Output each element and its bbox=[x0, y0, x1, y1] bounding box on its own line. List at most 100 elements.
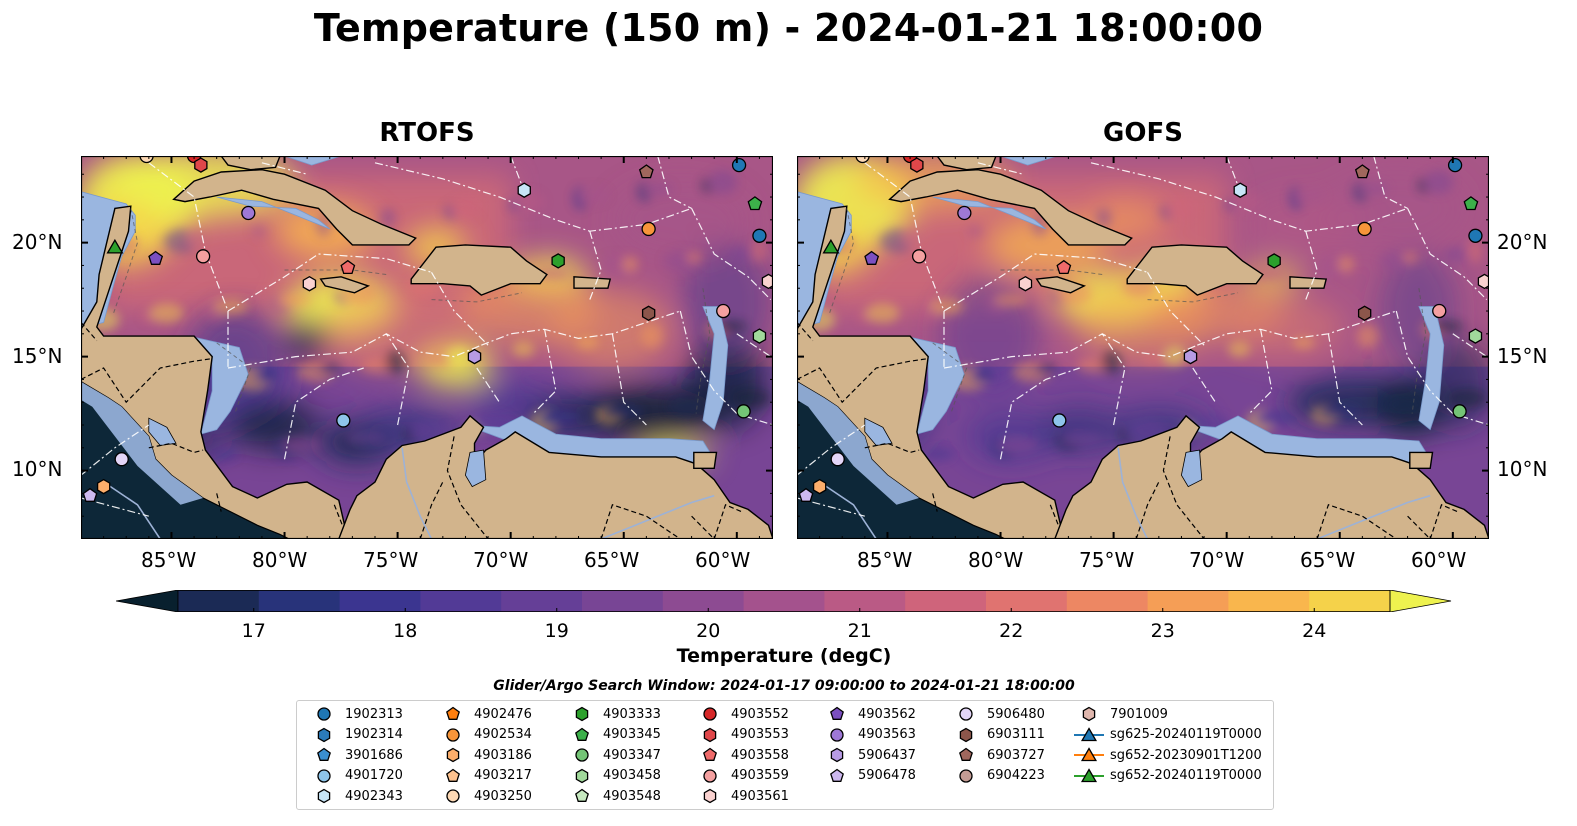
colorbar-segment bbox=[1147, 590, 1229, 612]
float-marker-4903250[interactable] bbox=[855, 156, 870, 164]
figure-title: Temperature (150 m) - 2024-01-21 18:00:0… bbox=[313, 6, 1264, 50]
float-marker-4903553[interactable] bbox=[194, 157, 208, 173]
legend-label: 4903217 bbox=[474, 768, 532, 783]
float-marker-4903559[interactable] bbox=[195, 249, 211, 264]
float-marker-5906480[interactable] bbox=[830, 452, 845, 467]
lat-tick-label: 20°N bbox=[12, 230, 63, 254]
float-marker-4902343[interactable] bbox=[517, 182, 531, 198]
lon-tick-label: 75°W bbox=[363, 548, 419, 572]
float-marker-sg652-20240119T0000[interactable] bbox=[106, 238, 124, 254]
legend-entry: 5906478 bbox=[822, 766, 916, 786]
float-marker-1902313[interactable] bbox=[731, 157, 747, 173]
legend-label: 4903558 bbox=[731, 747, 789, 763]
legend-entry: 4903347 bbox=[567, 745, 661, 765]
legend-marker-icon bbox=[703, 768, 717, 783]
float-marker-4903345[interactable] bbox=[747, 196, 763, 211]
lon-tick-label: 85°W bbox=[141, 548, 197, 572]
float-marker-4901720[interactable] bbox=[336, 413, 351, 428]
colorbar-segment bbox=[339, 590, 421, 612]
map-panel-gofs[interactable] bbox=[797, 156, 1489, 539]
legend-label: 4903250 bbox=[474, 788, 532, 804]
lon-tick-label: 80°W bbox=[968, 548, 1024, 572]
land-hispaniola bbox=[410, 244, 548, 296]
legend-label: 4903347 bbox=[603, 747, 661, 763]
float-marker-4903558[interactable] bbox=[1056, 259, 1072, 275]
legend-entry: 4903558 bbox=[695, 745, 789, 765]
float-marker-4902534[interactable] bbox=[1357, 221, 1372, 237]
colorbar-segment bbox=[420, 590, 502, 612]
legend-entry: 6903111 bbox=[951, 725, 1045, 745]
lat-tick-label: 10°N bbox=[1497, 457, 1548, 481]
float-marker-4903561[interactable] bbox=[1477, 273, 1489, 290]
float-marker-4903250[interactable] bbox=[139, 156, 154, 164]
land-jamaica bbox=[319, 276, 371, 294]
legend-marker-icon bbox=[959, 747, 973, 761]
land-puertoRico bbox=[573, 276, 612, 289]
legend-label: 1902314 bbox=[345, 727, 403, 742]
float-marker-1902313[interactable] bbox=[1468, 228, 1483, 243]
float-marker-5906478[interactable] bbox=[82, 487, 98, 502]
legend-label: 4903562 bbox=[858, 706, 916, 722]
float-marker-4903559[interactable] bbox=[1432, 303, 1447, 319]
legend-label: sg652-20230901T1200 bbox=[1110, 747, 1262, 763]
legend-label: 4902534 bbox=[474, 727, 532, 742]
legend-marker-icon bbox=[575, 788, 589, 802]
float-marker-5906437[interactable] bbox=[467, 348, 482, 365]
float-marker-4902343[interactable] bbox=[1233, 182, 1247, 198]
float-marker-sg652-20240119T0000[interactable] bbox=[822, 238, 840, 254]
float-marker-1902313[interactable] bbox=[752, 228, 767, 243]
panel-title-rtofs: RTOFS bbox=[379, 118, 475, 148]
legend-label: 4903561 bbox=[731, 788, 789, 804]
legend-label: 6903727 bbox=[987, 747, 1045, 763]
legend-marker-icon bbox=[575, 727, 589, 741]
float-marker-4903559[interactable] bbox=[911, 249, 927, 264]
float-marker-4903563[interactable] bbox=[957, 205, 972, 221]
float-marker-4903561[interactable] bbox=[761, 273, 773, 290]
float-marker-5906478[interactable] bbox=[798, 487, 814, 502]
legend-marker-icon bbox=[317, 747, 331, 761]
float-marker-4903345[interactable] bbox=[1463, 196, 1479, 211]
legend-entry: 4903217 bbox=[438, 766, 532, 786]
float-marker-4901720[interactable] bbox=[1052, 413, 1067, 428]
legend-marker-icon bbox=[317, 707, 331, 721]
float-marker-5906437[interactable] bbox=[1183, 348, 1198, 365]
legend-entry: 4902343 bbox=[309, 786, 403, 806]
legend-marker-icon bbox=[830, 768, 844, 782]
float-marker-4903458[interactable] bbox=[1468, 328, 1483, 344]
colorbar-segment bbox=[824, 590, 906, 612]
float-marker-4903553[interactable] bbox=[910, 157, 924, 173]
float-marker-4903458[interactable] bbox=[752, 328, 767, 344]
legend-label: 4903559 bbox=[731, 768, 789, 783]
float-marker-6903111[interactable] bbox=[641, 305, 656, 322]
float-marker-6903727[interactable] bbox=[1354, 164, 1370, 179]
float-marker-6903111[interactable] bbox=[1357, 305, 1372, 322]
float-marker-4903559[interactable] bbox=[716, 303, 731, 319]
legend-marker-icon bbox=[703, 788, 717, 804]
float-marker-1902313[interactable] bbox=[1447, 157, 1463, 173]
float-marker-4903186[interactable] bbox=[96, 478, 111, 495]
float-marker-6903727[interactable] bbox=[638, 164, 654, 179]
float-marker-4903333[interactable] bbox=[551, 253, 565, 269]
legend-entry: 6903727 bbox=[951, 745, 1045, 765]
float-marker-4903558[interactable] bbox=[340, 259, 356, 275]
legend-marker-icon bbox=[446, 768, 460, 782]
legend-entry: 7901009 bbox=[1074, 704, 1168, 724]
legend-label: 4902476 bbox=[474, 706, 532, 722]
float-marker-4903562[interactable] bbox=[148, 250, 164, 265]
float-marker-4903562[interactable] bbox=[864, 250, 880, 265]
float-marker-4903561[interactable] bbox=[1018, 275, 1033, 292]
float-marker-4903563[interactable] bbox=[241, 205, 256, 221]
float-marker-4903186[interactable] bbox=[812, 478, 827, 495]
legend-label: 5906478 bbox=[858, 768, 916, 783]
float-marker-4903347[interactable] bbox=[1452, 404, 1467, 419]
float-marker-4903561[interactable] bbox=[302, 275, 317, 292]
legend-marker-icon bbox=[446, 706, 460, 720]
lat-tick-label: 15°N bbox=[1497, 344, 1548, 368]
float-marker-4903333[interactable] bbox=[1267, 253, 1281, 269]
float-marker-4903347[interactable] bbox=[736, 404, 751, 419]
map-panel-rtofs[interactable] bbox=[81, 156, 773, 539]
float-marker-5906480[interactable] bbox=[114, 452, 129, 467]
colorbar-segment bbox=[743, 590, 825, 612]
legend-marker-icon bbox=[317, 768, 331, 783]
float-marker-4902534[interactable] bbox=[641, 221, 656, 237]
